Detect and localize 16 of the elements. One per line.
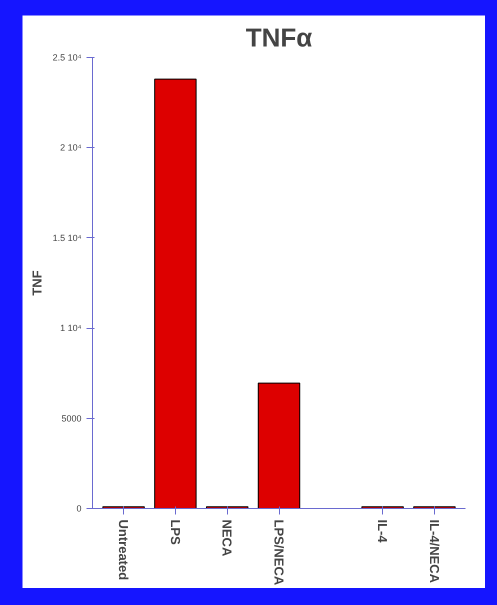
- y-tick-label: 0: [76, 504, 82, 514]
- x-tick-label: IL-4/NECA: [426, 520, 442, 584]
- y-tick-label: 2.5 10⁴: [52, 52, 82, 62]
- x-tick-label: LPS: [168, 520, 183, 546]
- bar: [154, 78, 197, 508]
- y-tick-label: 1.5 10⁴: [52, 232, 82, 243]
- y-tick-label: 2 10⁴: [60, 142, 82, 153]
- chart-title: TNFα: [246, 22, 312, 52]
- x-tick-label: NECA: [220, 520, 235, 557]
- x-tick-label: IL-4: [375, 520, 390, 544]
- y-tick-label: 5000: [61, 413, 82, 424]
- y-axis-title: TNF: [30, 270, 45, 296]
- x-tick-label: Untreated: [116, 520, 132, 580]
- y-tick-label: 1 10⁴: [60, 323, 82, 334]
- bar: [258, 382, 300, 508]
- x-tick-label: LPS/NECA: [272, 520, 286, 586]
